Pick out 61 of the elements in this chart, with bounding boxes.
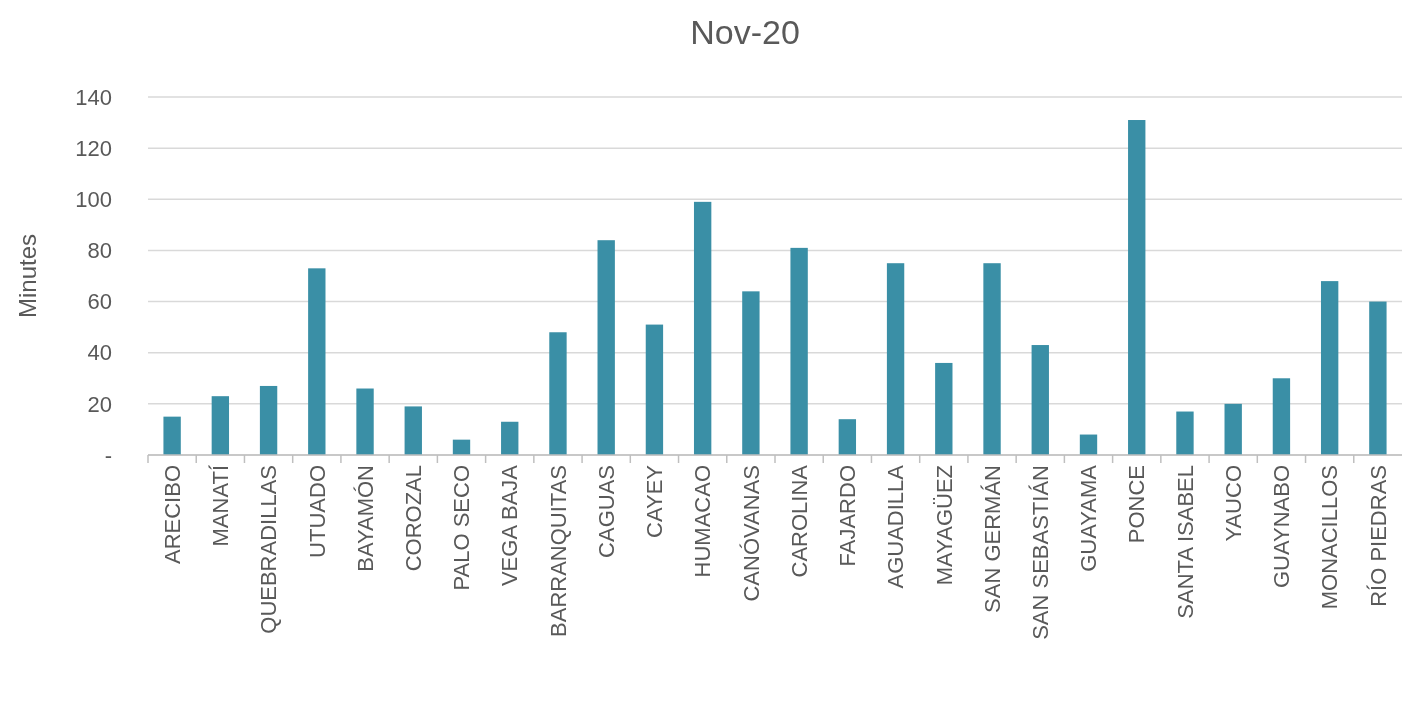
x-tick-label: AGUADILLA	[883, 464, 909, 589]
x-tick-label: BARRANQUITAS	[545, 465, 571, 637]
y-axis-title: Minutes	[14, 233, 41, 319]
y-tick-label: 40	[87, 340, 112, 366]
x-tick-label: CANÓVANAS	[738, 465, 764, 602]
x-tick-label: VEGA BAJA	[497, 464, 523, 587]
bar	[1224, 403, 1242, 455]
bar	[1128, 120, 1146, 455]
x-tick-label: QUEBRADILLAS	[256, 465, 282, 634]
y-tick-label: -	[104, 442, 112, 468]
x-tick-label: YAUCO	[1220, 465, 1246, 542]
x-tick-label: BAYAMÓN	[352, 465, 378, 572]
bar	[935, 362, 953, 455]
bar	[404, 406, 422, 455]
bar	[163, 416, 181, 455]
x-tick-label: UTUADO	[304, 465, 330, 558]
x-tick-label: GUAYAMA	[1076, 464, 1102, 572]
x-tick-label: SAN GERMÁN	[979, 465, 1005, 613]
x-tick-label: GUAYNABO	[1269, 465, 1295, 589]
bar	[259, 385, 278, 455]
bar	[1320, 281, 1339, 455]
bar	[645, 324, 664, 455]
x-tick-label: CAROLINA	[786, 464, 812, 578]
x-tick-label: CAGUAS	[593, 465, 619, 558]
bar	[693, 201, 712, 455]
x-tick-label: ARECIBO	[159, 465, 185, 565]
bar	[1079, 434, 1098, 455]
x-tick-label: PALO SECO	[449, 465, 475, 591]
bar	[597, 240, 615, 455]
y-tick-label: 60	[87, 289, 112, 315]
bar	[790, 247, 808, 455]
x-tick-label: MANATÍ	[208, 464, 234, 547]
y-tick-label: 100	[75, 186, 112, 212]
bar	[1272, 378, 1291, 455]
bar	[886, 263, 905, 455]
bar	[983, 263, 1001, 455]
x-tick-label: SANTA ISABEL	[1172, 465, 1198, 619]
bar	[308, 268, 326, 455]
x-tick-label: PONCE	[1124, 465, 1150, 544]
x-tick-label: RÍO PIEDRAS	[1365, 465, 1391, 607]
bar	[1176, 411, 1194, 455]
x-tick-label: CAYEY	[642, 464, 668, 538]
bar	[742, 291, 760, 455]
x-tick-label: MONACILLOS	[1317, 465, 1343, 610]
bar	[1369, 301, 1387, 455]
bar	[356, 388, 374, 455]
x-tick-label: COROZAL	[400, 465, 426, 572]
x-tick-label: HUMACAO	[690, 465, 716, 578]
y-tick-label: 20	[87, 391, 112, 417]
bar	[211, 396, 230, 455]
x-tick-label: FAJARDO	[835, 465, 861, 567]
y-tick-label: 80	[87, 238, 112, 264]
bar	[549, 332, 567, 455]
y-tick-label: 120	[75, 135, 112, 161]
bar	[501, 421, 519, 455]
y-tick-label: 140	[75, 84, 112, 110]
chart-title: Nov-20	[690, 13, 800, 51]
x-tick-label: SAN SEBASTIÁN	[1027, 465, 1053, 640]
bar	[838, 419, 857, 455]
x-tick-label: MAYAGÜEZ	[931, 465, 957, 586]
bar	[1031, 345, 1049, 455]
